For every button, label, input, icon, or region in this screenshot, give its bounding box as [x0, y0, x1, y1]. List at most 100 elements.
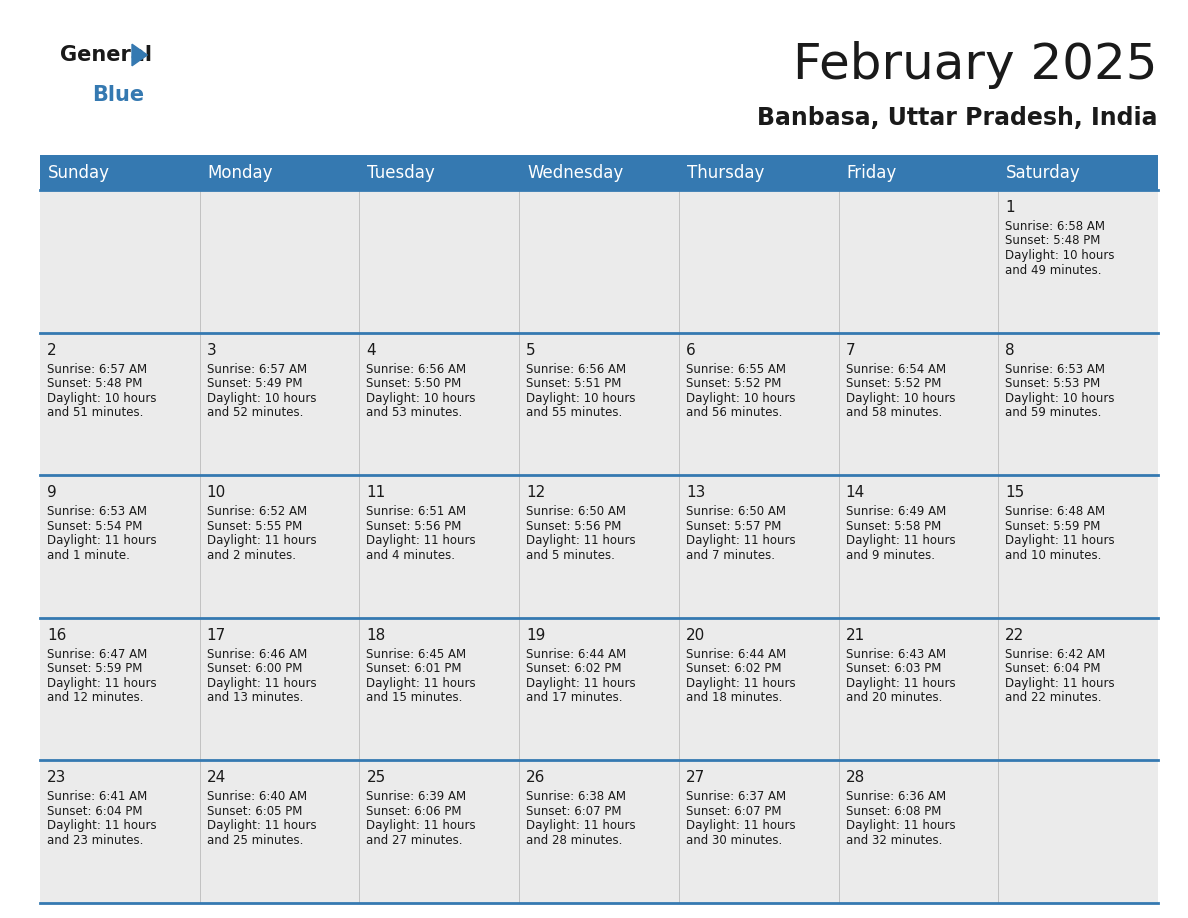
- Text: 17: 17: [207, 628, 226, 643]
- Text: 8: 8: [1005, 342, 1015, 358]
- Text: Banbasa, Uttar Pradesh, India: Banbasa, Uttar Pradesh, India: [758, 106, 1158, 130]
- Bar: [40, 476, 1158, 618]
- Text: Sunset: 5:55 PM: Sunset: 5:55 PM: [207, 520, 302, 532]
- Text: Daylight: 11 hours: Daylight: 11 hours: [1005, 677, 1114, 689]
- Text: Sunrise: 6:50 AM: Sunrise: 6:50 AM: [685, 505, 785, 518]
- Text: and 2 minutes.: and 2 minutes.: [207, 549, 296, 562]
- Polygon shape: [132, 44, 147, 66]
- Text: Sunset: 6:02 PM: Sunset: 6:02 PM: [685, 662, 782, 676]
- Text: Daylight: 10 hours: Daylight: 10 hours: [685, 392, 795, 405]
- Text: Sunset: 5:53 PM: Sunset: 5:53 PM: [1005, 377, 1100, 390]
- Text: Sunrise: 6:37 AM: Sunrise: 6:37 AM: [685, 790, 786, 803]
- Text: Daylight: 11 hours: Daylight: 11 hours: [207, 820, 316, 833]
- Text: Sunrise: 6:38 AM: Sunrise: 6:38 AM: [526, 790, 626, 803]
- Text: Sunset: 6:04 PM: Sunset: 6:04 PM: [1005, 662, 1101, 676]
- Text: 7: 7: [846, 342, 855, 358]
- Text: Sunrise: 6:57 AM: Sunrise: 6:57 AM: [207, 363, 307, 375]
- Text: 2: 2: [48, 342, 57, 358]
- Text: Sunrise: 6:41 AM: Sunrise: 6:41 AM: [48, 790, 147, 803]
- Text: Sunrise: 6:52 AM: Sunrise: 6:52 AM: [207, 505, 307, 518]
- Text: Sunrise: 6:44 AM: Sunrise: 6:44 AM: [685, 648, 786, 661]
- Text: Sunset: 5:56 PM: Sunset: 5:56 PM: [366, 520, 462, 532]
- Text: Wednesday: Wednesday: [527, 163, 624, 182]
- Text: and 55 minutes.: and 55 minutes.: [526, 406, 623, 420]
- Text: Sunrise: 6:53 AM: Sunrise: 6:53 AM: [1005, 363, 1105, 375]
- Text: Daylight: 11 hours: Daylight: 11 hours: [846, 820, 955, 833]
- Text: Daylight: 11 hours: Daylight: 11 hours: [48, 820, 157, 833]
- Text: Daylight: 11 hours: Daylight: 11 hours: [1005, 534, 1114, 547]
- Text: Daylight: 11 hours: Daylight: 11 hours: [685, 820, 796, 833]
- Text: Sunset: 6:01 PM: Sunset: 6:01 PM: [366, 662, 462, 676]
- Text: Sunrise: 6:56 AM: Sunrise: 6:56 AM: [366, 363, 467, 375]
- Text: 12: 12: [526, 486, 545, 500]
- Text: Sunrise: 6:47 AM: Sunrise: 6:47 AM: [48, 648, 147, 661]
- Text: Daylight: 10 hours: Daylight: 10 hours: [1005, 249, 1114, 262]
- Text: Daylight: 10 hours: Daylight: 10 hours: [846, 392, 955, 405]
- Text: Daylight: 10 hours: Daylight: 10 hours: [1005, 392, 1114, 405]
- Text: 14: 14: [846, 486, 865, 500]
- Text: and 28 minutes.: and 28 minutes.: [526, 834, 623, 847]
- Text: Sunset: 6:04 PM: Sunset: 6:04 PM: [48, 805, 143, 818]
- Text: 18: 18: [366, 628, 386, 643]
- Text: 5: 5: [526, 342, 536, 358]
- Text: Sunrise: 6:42 AM: Sunrise: 6:42 AM: [1005, 648, 1106, 661]
- Text: Sunrise: 6:44 AM: Sunrise: 6:44 AM: [526, 648, 626, 661]
- Text: Daylight: 11 hours: Daylight: 11 hours: [207, 677, 316, 689]
- Text: and 23 minutes.: and 23 minutes.: [48, 834, 144, 847]
- Bar: [40, 618, 1158, 760]
- Text: Daylight: 11 hours: Daylight: 11 hours: [846, 534, 955, 547]
- Text: Daylight: 11 hours: Daylight: 11 hours: [48, 534, 157, 547]
- Text: Blue: Blue: [91, 85, 144, 105]
- Text: 3: 3: [207, 342, 216, 358]
- Text: and 58 minutes.: and 58 minutes.: [846, 406, 942, 420]
- Text: Daylight: 11 hours: Daylight: 11 hours: [366, 677, 476, 689]
- Text: General: General: [61, 45, 152, 65]
- Text: Daylight: 10 hours: Daylight: 10 hours: [366, 392, 476, 405]
- Text: Daylight: 11 hours: Daylight: 11 hours: [526, 534, 636, 547]
- Text: and 15 minutes.: and 15 minutes.: [366, 691, 463, 704]
- Text: 28: 28: [846, 770, 865, 786]
- Text: and 18 minutes.: and 18 minutes.: [685, 691, 782, 704]
- Text: and 9 minutes.: and 9 minutes.: [846, 549, 935, 562]
- Text: Daylight: 10 hours: Daylight: 10 hours: [526, 392, 636, 405]
- Text: Sunrise: 6:50 AM: Sunrise: 6:50 AM: [526, 505, 626, 518]
- Text: Sunset: 6:00 PM: Sunset: 6:00 PM: [207, 662, 302, 676]
- Text: Sunrise: 6:57 AM: Sunrise: 6:57 AM: [48, 363, 147, 375]
- Text: 22: 22: [1005, 628, 1024, 643]
- Text: Daylight: 11 hours: Daylight: 11 hours: [366, 820, 476, 833]
- Text: 23: 23: [48, 770, 67, 786]
- Text: Sunset: 6:07 PM: Sunset: 6:07 PM: [526, 805, 621, 818]
- Text: and 27 minutes.: and 27 minutes.: [366, 834, 463, 847]
- Text: Sunrise: 6:53 AM: Sunrise: 6:53 AM: [48, 505, 147, 518]
- Text: Sunrise: 6:43 AM: Sunrise: 6:43 AM: [846, 648, 946, 661]
- Text: 27: 27: [685, 770, 706, 786]
- Text: and 7 minutes.: and 7 minutes.: [685, 549, 775, 562]
- Text: Daylight: 11 hours: Daylight: 11 hours: [526, 677, 636, 689]
- Text: Sunset: 5:57 PM: Sunset: 5:57 PM: [685, 520, 782, 532]
- Text: and 22 minutes.: and 22 minutes.: [1005, 691, 1101, 704]
- Text: 9: 9: [48, 486, 57, 500]
- Text: Friday: Friday: [847, 163, 897, 182]
- Text: and 56 minutes.: and 56 minutes.: [685, 406, 782, 420]
- Text: and 32 minutes.: and 32 minutes.: [846, 834, 942, 847]
- Text: Daylight: 11 hours: Daylight: 11 hours: [526, 820, 636, 833]
- Text: Sunrise: 6:51 AM: Sunrise: 6:51 AM: [366, 505, 467, 518]
- Text: Sunset: 5:59 PM: Sunset: 5:59 PM: [48, 662, 143, 676]
- Text: Sunrise: 6:46 AM: Sunrise: 6:46 AM: [207, 648, 307, 661]
- Text: 1: 1: [1005, 200, 1015, 215]
- Text: Daylight: 10 hours: Daylight: 10 hours: [48, 392, 157, 405]
- Text: 26: 26: [526, 770, 545, 786]
- Text: Sunrise: 6:40 AM: Sunrise: 6:40 AM: [207, 790, 307, 803]
- Text: Sunday: Sunday: [48, 163, 110, 182]
- Text: and 59 minutes.: and 59 minutes.: [1005, 406, 1101, 420]
- Text: Daylight: 10 hours: Daylight: 10 hours: [207, 392, 316, 405]
- Text: and 30 minutes.: and 30 minutes.: [685, 834, 782, 847]
- Text: Sunset: 6:07 PM: Sunset: 6:07 PM: [685, 805, 782, 818]
- Text: Daylight: 11 hours: Daylight: 11 hours: [207, 534, 316, 547]
- Text: 13: 13: [685, 486, 706, 500]
- Text: Sunset: 5:48 PM: Sunset: 5:48 PM: [1005, 234, 1100, 248]
- Text: Sunset: 5:59 PM: Sunset: 5:59 PM: [1005, 520, 1100, 532]
- Text: Sunset: 5:50 PM: Sunset: 5:50 PM: [366, 377, 462, 390]
- Text: 24: 24: [207, 770, 226, 786]
- Text: Sunrise: 6:48 AM: Sunrise: 6:48 AM: [1005, 505, 1105, 518]
